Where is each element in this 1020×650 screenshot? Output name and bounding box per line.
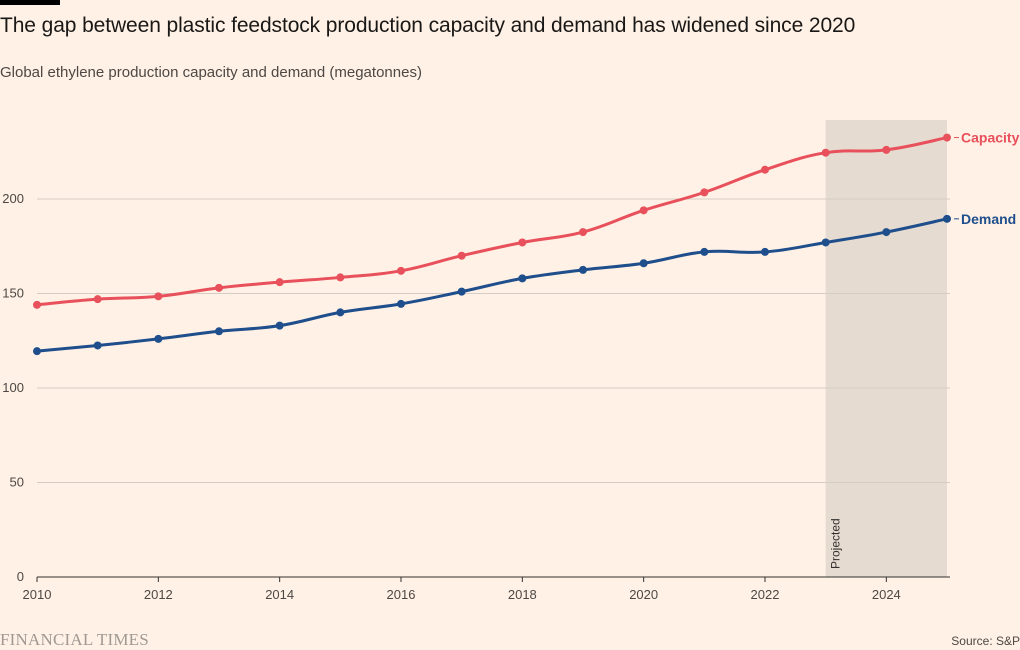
capacity-line — [35, 136, 949, 307]
capacity-point — [397, 266, 405, 275]
capacity-point — [882, 145, 891, 154]
projected-band — [825, 120, 947, 577]
demand-point — [93, 341, 102, 350]
y-tick-label: 100 — [2, 380, 24, 395]
y-tick-label: 0 — [17, 569, 24, 584]
demand-point — [397, 299, 405, 308]
capacity-point — [761, 165, 769, 174]
demand-point — [457, 287, 466, 296]
x-tick-label: 2018 — [508, 587, 537, 602]
demand-point — [275, 321, 284, 330]
projected-label: Projected — [829, 518, 843, 569]
demand-point — [761, 247, 769, 256]
demand-point — [33, 347, 41, 356]
capacity-point — [275, 278, 284, 287]
demand-point — [215, 327, 223, 336]
demand-point — [700, 247, 709, 256]
ft-logo: FINANCIAL TIMES — [0, 630, 149, 649]
demand-point — [154, 334, 163, 343]
x-tick-label: 2016 — [387, 587, 416, 602]
capacity-point — [215, 283, 223, 292]
capacity-series-label: Capacity — [961, 130, 1020, 146]
x-tick-label: 2024 — [872, 587, 901, 602]
demand-series-label: Demand — [961, 211, 1016, 227]
capacity-point — [457, 251, 466, 260]
demand-point — [579, 265, 587, 274]
capacity-point — [821, 148, 830, 157]
x-tick-label: 2010 — [23, 587, 52, 602]
y-tick-label: 150 — [2, 286, 24, 301]
demand-point — [336, 308, 345, 317]
demand-line — [35, 217, 949, 353]
demand-point — [943, 214, 951, 223]
chart-title: The gap between plastic feedstock produc… — [0, 14, 856, 37]
capacity-point — [639, 206, 648, 215]
x-tick-label: 2014 — [265, 587, 294, 602]
capacity-point — [579, 228, 587, 237]
capacity-point — [336, 273, 345, 282]
ft-top-rule — [0, 0, 60, 5]
capacity-point — [93, 295, 102, 304]
demand-point — [639, 259, 648, 268]
capacity-point — [700, 188, 709, 197]
capacity-point — [154, 292, 163, 301]
x-tick-label: 2020 — [629, 587, 658, 602]
y-tick-label: 50 — [10, 475, 24, 490]
capacity-point — [33, 300, 41, 309]
source-note: Source: S&P — [951, 634, 1020, 648]
chart-subtitle: Global ethylene production capacity and … — [0, 64, 422, 81]
x-tick-label: 2022 — [751, 587, 780, 602]
demand-point — [821, 238, 830, 247]
demand-point — [518, 274, 527, 283]
x-tick-label: 2012 — [144, 587, 173, 602]
capacity-point — [943, 133, 951, 142]
capacity-point — [518, 238, 527, 247]
y-tick-label: 200 — [2, 191, 24, 206]
demand-point — [882, 228, 891, 237]
